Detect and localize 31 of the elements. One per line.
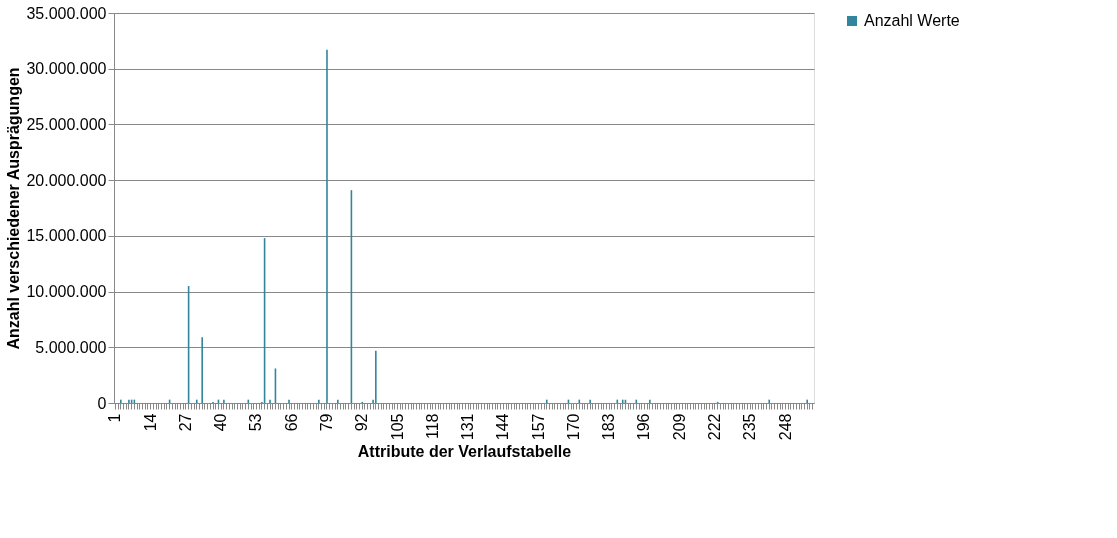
y-axis-title: Anzahl verschiedener Ausprägungen [5, 67, 23, 350]
y-tick-label: 30.000.000 [26, 60, 107, 78]
x-tick-label: 92 [353, 413, 371, 432]
y-tick-label: 25.000.000 [26, 115, 107, 133]
x-tick-label: 170 [564, 413, 582, 441]
x-tick-label: 27 [176, 413, 194, 432]
y-tick-label: 5.000.000 [35, 338, 107, 356]
x-tick-label: 53 [247, 413, 265, 432]
x-tick-label: 131 [459, 413, 477, 441]
x-tick-label: 222 [705, 413, 723, 441]
x-tick-label: 40 [212, 413, 230, 432]
x-tick-label: 79 [317, 413, 335, 432]
x-tick-label: 1 [106, 413, 124, 423]
x-tick-label: 248 [776, 413, 794, 441]
y-tick-label: 0 [97, 394, 107, 412]
legend-label: Anzahl Werte [864, 12, 960, 29]
x-tick-label: 118 [423, 413, 441, 440]
x-tick-label: 14 [141, 413, 159, 432]
x-tick-label: 144 [494, 413, 512, 441]
y-tick-label: 15.000.000 [26, 227, 107, 245]
x-tick-label: 157 [529, 413, 547, 441]
x-tick-label: 66 [282, 413, 300, 432]
x-tick-label: 183 [600, 413, 618, 441]
y-tick-label: 10.000.000 [26, 283, 107, 301]
x-tick-label: 209 [670, 413, 688, 441]
y-tick-label: 35.000.000 [26, 4, 107, 22]
x-tick-label: 105 [388, 413, 406, 441]
x-axis-title: Attribute der Verlaufstabelle [357, 443, 572, 461]
x-tick-label: 196 [635, 413, 653, 441]
y-tick-label: 20.000.000 [26, 171, 107, 189]
x-tick-label: 235 [741, 413, 759, 441]
